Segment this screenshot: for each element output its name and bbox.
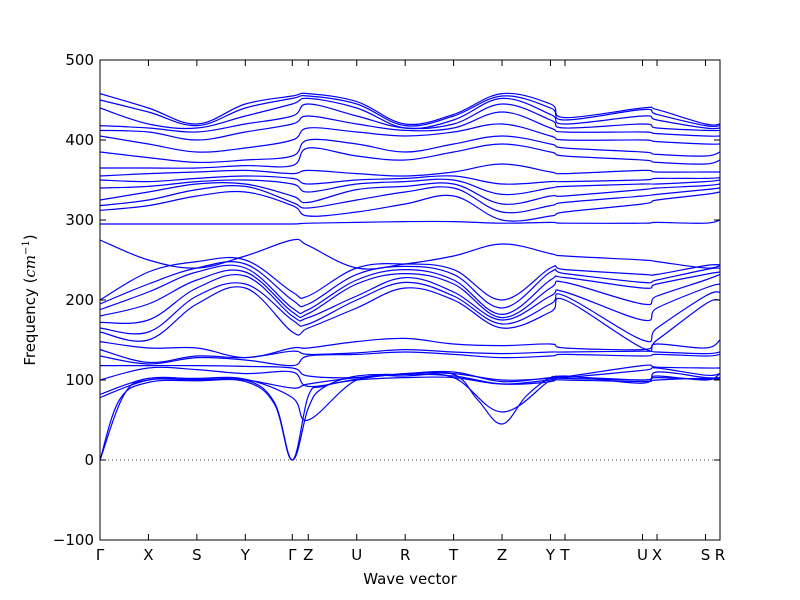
- y-axis-title-exponent: −1: [21, 240, 32, 255]
- x-tick-label: R: [400, 546, 410, 564]
- phonon-branch-line: [100, 95, 720, 128]
- phonon-branch-line: [100, 143, 720, 169]
- x-tick-label: Z: [497, 546, 507, 564]
- y-tick-label: 0: [84, 451, 94, 469]
- x-tick-label: Y: [240, 546, 251, 564]
- x-tick-label: S: [701, 546, 711, 564]
- phonon-branch-line: [100, 111, 720, 141]
- phonon-branch-line: [100, 371, 720, 395]
- phonon-branch-line: [100, 178, 720, 196]
- y-axis-title-unit: cm: [21, 255, 39, 278]
- phonon-branch-line: [100, 97, 720, 130]
- phonon-branch-line: [100, 163, 720, 177]
- x-tick-label: Z: [303, 546, 313, 564]
- x-tick-label: U: [637, 546, 648, 564]
- phonon-branch-line: [100, 175, 720, 185]
- y-tick-label: −100: [53, 531, 94, 549]
- phonon-branch-line: [100, 190, 720, 222]
- x-tick-label: X: [652, 546, 662, 564]
- phonon-branch-line: [100, 182, 720, 205]
- y-axis-title-text: Frequency (: [21, 278, 39, 366]
- y-tick-label: 400: [65, 131, 94, 149]
- x-tick-label: R: [715, 546, 725, 564]
- phonon-branch-line: [100, 364, 720, 383]
- x-tick-label: Γ: [96, 546, 105, 564]
- phonon-branch-line: [100, 274, 720, 324]
- x-tick-label: Y: [545, 546, 556, 564]
- y-tick-label: 500: [65, 51, 94, 69]
- y-tick-label: 300: [65, 211, 94, 229]
- plot-frame: [99, 59, 721, 541]
- phonon-branch-line: [100, 135, 720, 164]
- y-tick-labels: −100 0 100 200 300 400 500: [53, 51, 94, 549]
- phonon-branch-line: [100, 219, 720, 225]
- x-tick-label: S: [192, 546, 202, 564]
- x-tick-marks: [99, 60, 721, 540]
- phonon-branch-line: [100, 256, 720, 301]
- y-axis-title: Frequency (cm−1): [21, 234, 39, 365]
- y-tick-label: 100: [65, 371, 94, 389]
- phonon-branch-line: [100, 281, 720, 343]
- phonon-branch-line: [100, 92, 720, 126]
- phonon-branch-line: [100, 123, 720, 153]
- x-tick-label: Γ: [288, 546, 297, 564]
- x-tick-label: U: [351, 546, 362, 564]
- series-layer: [100, 92, 720, 461]
- phonon-branch-line: [100, 286, 720, 352]
- phonon-branch-line: [100, 264, 720, 316]
- phonon-branch-line: [100, 238, 720, 270]
- phonon-branch-line: [100, 103, 720, 133]
- phonon-branch-line: [100, 184, 720, 214]
- x-axis-title: Wave vector: [363, 570, 457, 588]
- phonon-branch-line: [100, 366, 720, 388]
- phonon-branch-line: [100, 351, 720, 367]
- phonon-branch-line: [100, 269, 720, 319]
- x-tick-label: T: [559, 546, 570, 564]
- x-tick-label: X: [143, 546, 153, 564]
- x-tick-label: T: [448, 546, 459, 564]
- y-tick-label: 200: [65, 291, 94, 309]
- y-axis-title-close: ): [21, 234, 39, 240]
- phonon-branch-line: [100, 348, 720, 364]
